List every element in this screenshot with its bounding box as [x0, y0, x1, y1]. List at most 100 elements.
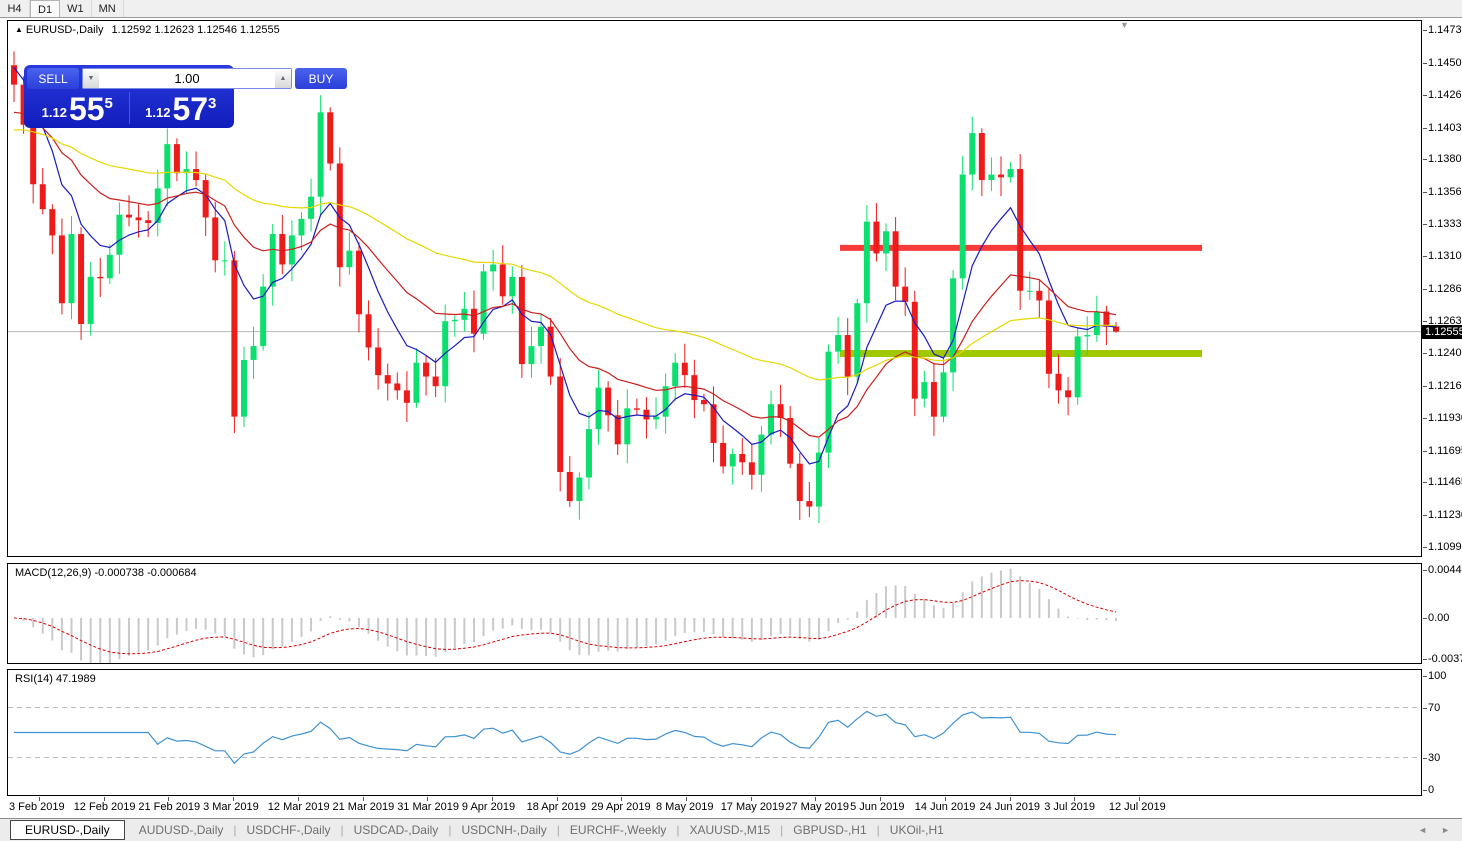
date-tick-label: 18 Apr 2019 [526, 801, 586, 813]
volume-input[interactable] [99, 69, 275, 88]
axis-tick-label: 1.13800 [1428, 153, 1462, 166]
sell-price[interactable]: 1.12 55 5 [27, 90, 128, 126]
buy-price-pip: 3 [208, 95, 217, 112]
axis-tick-mark [1423, 707, 1427, 709]
date-tick-mark [944, 797, 946, 801]
macd-label: MACD(12,26,9) -0.000738 -0.000684 [15, 567, 197, 579]
current-price-tag: 1.12555 [1422, 324, 1462, 339]
axis-tick-label: 1.12630 [1428, 315, 1462, 328]
buy-button[interactable]: BUY [295, 68, 347, 89]
date-tick-mark [750, 797, 752, 801]
axis-tick-mark [1423, 514, 1427, 516]
date-tick-mark [880, 797, 882, 801]
chart-tab-eurusd-daily[interactable]: EURUSD-,Daily [10, 820, 125, 840]
axis-tick-label: 1.13100 [1428, 250, 1462, 263]
tab-separator: | [233, 823, 237, 837]
axis-tick-label: 1.10995 [1428, 541, 1462, 554]
buy-price[interactable]: 1.12 57 3 [131, 90, 232, 126]
rsi-panel: RSI(14) 47.1989 [7, 669, 1422, 796]
timeframe-button-d1[interactable]: D1 [30, 0, 61, 17]
date-tick-mark [39, 797, 40, 801]
one-click-trade-panel: SELL ▼ ▲ BUY 1.12 55 5 1.12 57 3 [24, 65, 347, 128]
axis-tick-mark [1423, 450, 1427, 452]
axis-tick-label: 1.11230 [1428, 508, 1462, 521]
date-tick-label: 14 Jun 2019 [914, 801, 976, 813]
axis-tick-mark [1423, 191, 1427, 193]
date-tick-mark [1074, 797, 1076, 801]
axis-tick-label: 100 [1428, 670, 1447, 682]
chart-tab-eurchf-weekly[interactable]: EURCHF-,Weekly [569, 823, 667, 837]
date-tick-mark [491, 797, 493, 801]
chart-tab-audusd-daily[interactable]: AUDUSD-,Daily [138, 823, 224, 837]
date-tick-label: 12 Feb 2019 [73, 801, 136, 813]
chart-tab-usdchf-daily[interactable]: USDCHF-,Daily [246, 823, 331, 837]
date-tick-mark [1138, 797, 1140, 801]
rsi-chart [8, 707, 1421, 765]
chart-tab-xauusd-m15[interactable]: XAUUSD-,M15 [689, 823, 771, 837]
date-tick-label: 27 May 2019 [785, 801, 849, 813]
axis-tick-label: 70 [1428, 701, 1441, 714]
price-chart-panel: ▲ EURUSD-,Daily 1.12592 1.12623 1.12546 1.… [7, 20, 1422, 557]
date-tick-label: 8 May 2019 [656, 801, 714, 813]
date-tick-mark [621, 797, 623, 801]
volume-increase-icon[interactable]: ▲ [275, 69, 291, 88]
axis-tick-label: 0.004465 [1428, 564, 1462, 576]
date-tick-label: 9 Apr 2019 [461, 801, 516, 813]
chart-title: ▲ EURUSD-,Daily 1.12592 1.12623 1.12546 1.… [15, 24, 280, 36]
axis-tick-mark [1423, 159, 1427, 161]
axis-tick-label: 0.00 [1428, 612, 1450, 625]
chart-tab-usdcnh-daily[interactable]: USDCNH-,Daily [461, 823, 547, 837]
buy-price-big: 57 [172, 91, 209, 127]
date-tick-label: 21 Feb 2019 [138, 801, 201, 813]
timeframe-button-w1[interactable]: W1 [60, 0, 92, 17]
chart-tab-gbpusd-h1[interactable]: GBPUSD-,H1 [793, 823, 867, 837]
buy-price-base: 1.12 [145, 105, 171, 120]
sell-price-pip: 5 [104, 95, 113, 112]
chart-symbol-label: EURUSD-,Daily [25, 24, 104, 36]
tab-separator: | [676, 823, 680, 837]
tab-separator: | [340, 823, 344, 837]
axis-tick-mark [1423, 418, 1427, 420]
timeframe-button-h4[interactable]: H4 [0, 0, 30, 17]
date-tick-mark [297, 797, 299, 801]
date-tick-mark [686, 797, 687, 801]
volume-decrease-icon[interactable]: ▼ [83, 69, 99, 88]
axis-tick-label: 1.12865 [1428, 282, 1462, 295]
tab-separator: | [556, 823, 560, 837]
chart-ohlc-values: 1.12592 1.12623 1.12546 1.12555 [111, 24, 280, 36]
tab-separator: | [876, 823, 880, 837]
axis-tick-label: 1.11930 [1428, 412, 1462, 425]
axis-tick-label: 0 [1428, 784, 1435, 796]
price-axis: 1.14735 1.14500 1.14265 1.14030 1.13800 1.135… [1423, 18, 1462, 798]
axis-tick-label: 1.13565 [1428, 185, 1462, 198]
date-tick-mark [815, 797, 817, 801]
chart-tab-ukoil-h1[interactable]: UKOil-,H1 [889, 823, 944, 837]
tab-separator: | [780, 823, 784, 837]
date-tick-label: 24 Jun 2019 [979, 801, 1041, 813]
chart-shift-marker-icon[interactable]: ▼ [1120, 20, 1129, 30]
tab-scroll-left-icon[interactable]: ◄ [1418, 825, 1428, 835]
axis-tick-mark [1423, 790, 1427, 791]
tab-scroll-right-icon[interactable]: ► [1441, 825, 1450, 835]
chart-tab-usdcad-daily[interactable]: USDCAD-,Daily [353, 823, 439, 837]
axis-tick-label: 1.12165 [1428, 379, 1462, 392]
axis-tick-label: 30 [1428, 751, 1441, 764]
sell-price-big: 55 [68, 91, 105, 127]
axis-tick-mark [1423, 224, 1427, 226]
axis-tick-mark [1423, 95, 1427, 96]
sell-button[interactable]: SELL [27, 68, 79, 89]
axis-tick-mark [1423, 757, 1427, 759]
axis-tick-label: 1.11465 [1428, 476, 1462, 489]
chart-tab-bar: EURUSD-,Daily AUDUSD-,Daily | USDCHF-,Daily… [0, 818, 1462, 841]
axis-tick-label: 1.12400 [1428, 347, 1462, 360]
macd-chart [13, 568, 1117, 663]
rsi-label: RSI(14) 47.1989 [15, 673, 96, 685]
axis-tick-mark [1423, 618, 1427, 620]
date-tick-label: 12 Mar 2019 [267, 801, 330, 813]
axis-tick-mark [1423, 29, 1427, 31]
timeframe-button-mn[interactable]: MN [92, 0, 124, 17]
date-tick-label: 3 Mar 2019 [203, 801, 259, 813]
date-tick-mark [427, 797, 429, 801]
volume-spinner: ▼ ▲ [82, 68, 292, 89]
date-tick-mark [1009, 797, 1011, 801]
